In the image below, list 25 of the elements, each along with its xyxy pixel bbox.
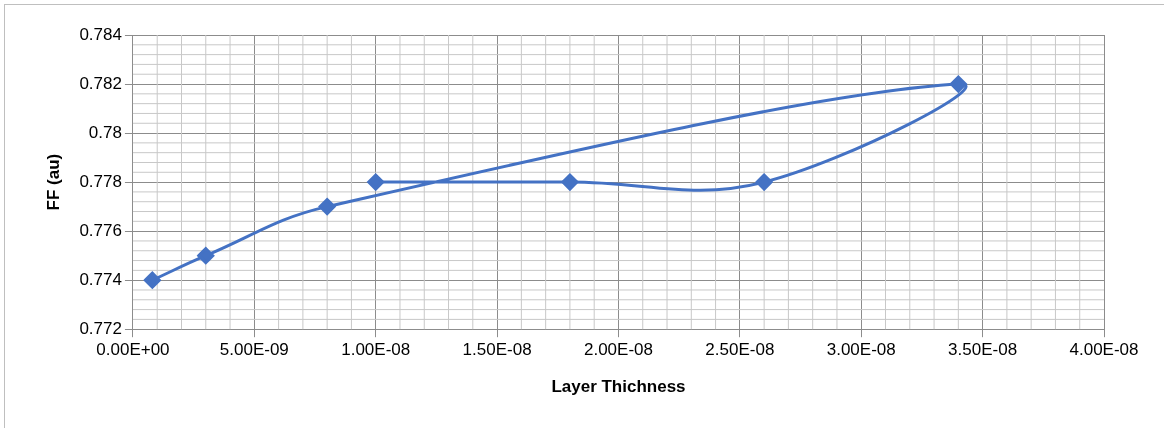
y-tick-label: 0.774 (79, 269, 122, 289)
point (367, 173, 385, 191)
point (197, 247, 215, 265)
point (755, 173, 773, 191)
y-axis-title: FF (au) (43, 153, 63, 211)
x-tick-label: 4.00E-08 (1069, 340, 1139, 360)
point (143, 271, 161, 289)
x-tick-label: 2.00E-08 (583, 340, 653, 360)
x-tick-label: 2.50E-08 (705, 340, 775, 360)
x-tick-label: 1.00E-08 (341, 340, 411, 360)
y-tick-label: 0.784 (79, 24, 122, 44)
x-tick-label: 3.00E-08 (826, 340, 896, 360)
x-axis-title: Layer Thichness (551, 377, 686, 397)
x-tick-label: 5.00E-09 (219, 340, 289, 360)
x-tick-label: 3.50E-08 (948, 340, 1018, 360)
y-tick-label: 0.78 (88, 122, 122, 142)
x-tick-label: 1.50E-08 (462, 340, 532, 360)
y-tick-label: 0.778 (79, 171, 122, 191)
y-tick-label: 0.782 (79, 73, 122, 93)
x-tick-label: 0.00E+00 (96, 340, 170, 360)
y-tick-label: 0.776 (79, 220, 122, 240)
point (561, 173, 579, 191)
point (949, 75, 967, 93)
y-tick-label: 0.772 (79, 318, 122, 338)
point (318, 198, 336, 216)
